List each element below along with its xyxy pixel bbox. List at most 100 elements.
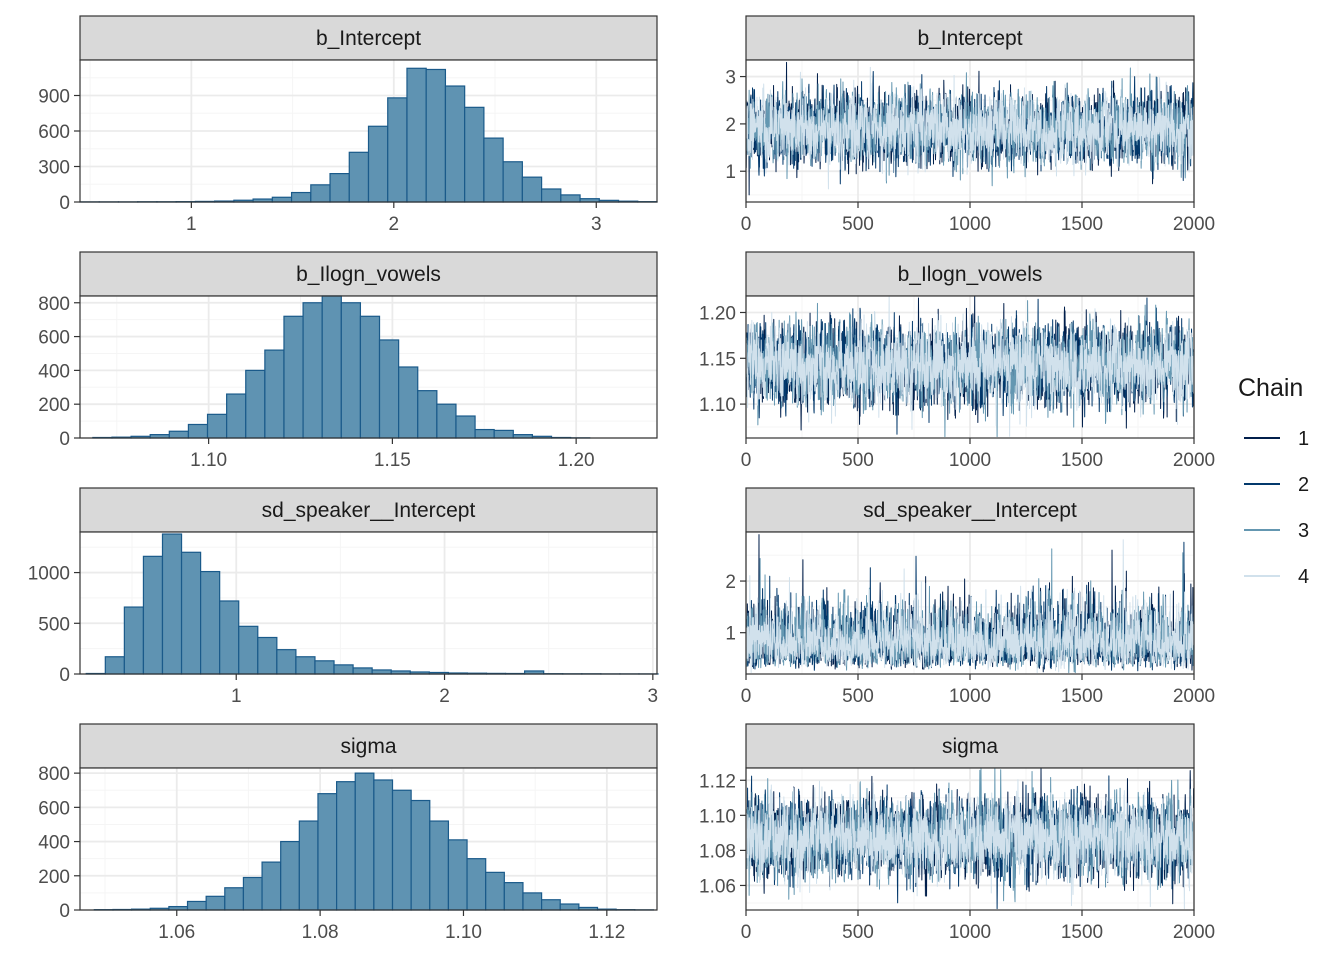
y-tick-label: 800 (38, 764, 70, 785)
histogram-bar (398, 366, 419, 439)
histogram-bar (333, 664, 354, 675)
x-tick-label: 1.12 (588, 922, 625, 943)
histogram-bar (200, 570, 221, 675)
panel-trace-2: b_Ilogn_vowels 1.10 1.15 1.20 0 500 1000 1500 20… (699, 251, 1215, 471)
x-tick-label: 0 (741, 686, 752, 707)
y-tick-label: 1.15 (699, 349, 736, 370)
panel-hist-2: b_Ilogn_vowels 0 200 400 600 800 1.10 1.15 1.20 (38, 251, 658, 471)
strip-background (79, 723, 658, 769)
y-tick-label: 2 (725, 572, 736, 593)
histogram-bar (559, 903, 580, 911)
x-tick-label: 1500 (1061, 922, 1103, 943)
x-tick-label: 500 (842, 922, 874, 943)
trace-line-chain-4 (746, 66, 1194, 190)
panel-trace-3: sd_speaker__Intercept 1 2 0 500 1000 1500 2000 (725, 487, 1215, 707)
x-tick-label: 1.10 (445, 922, 482, 943)
histogram-bar (142, 555, 164, 675)
legend-label: 3 (1298, 520, 1309, 542)
histogram-bar (521, 176, 543, 203)
histogram-bar (321, 295, 342, 439)
x-tick-label: 0 (741, 214, 752, 235)
histogram-bars (85, 533, 659, 675)
histogram-bar (180, 551, 202, 675)
legend-label: 1 (1298, 428, 1309, 450)
x-tick-label: 2000 (1173, 686, 1215, 707)
histogram-bar (466, 858, 487, 911)
y-tick-label: 0 (59, 193, 70, 214)
histogram-bar (302, 302, 323, 439)
histogram-bar (378, 339, 400, 439)
x-tick-label: 1.08 (302, 922, 339, 943)
histogram-bar (280, 840, 300, 911)
histogram-bar (371, 669, 392, 675)
x-tick-label: 2000 (1173, 450, 1215, 471)
x-tick-label: 1.06 (158, 922, 195, 943)
histogram-bar (447, 839, 468, 911)
trace-line-chain-4 (746, 779, 1194, 910)
y-tick-label: 2 (725, 115, 736, 136)
histogram-bar (219, 600, 240, 675)
strip-background (79, 487, 658, 533)
y-tick-label: 600 (38, 328, 70, 349)
y-tick-label: 0 (59, 901, 70, 922)
legend: Chain 1 2 3 4 (1238, 374, 1309, 588)
strip-title: b_Intercept (917, 27, 1022, 50)
histogram-bar (123, 606, 145, 675)
histogram-bar (436, 403, 457, 439)
strip-title: sigma (942, 735, 998, 758)
histogram-bar (238, 625, 259, 675)
histogram-bar (373, 779, 394, 911)
strip-title: sd_speaker__Intercept (863, 499, 1077, 522)
x-tick-label: 2 (439, 686, 450, 707)
x-tick-label: 1 (186, 214, 197, 235)
histogram-bar (502, 161, 523, 203)
panel-border (79, 295, 658, 439)
panel-hist-3: sd_speaker__Intercept 0 500 1000 1 2 3 (28, 487, 659, 707)
histogram-bar (352, 667, 373, 675)
x-tick-label: 0 (741, 922, 752, 943)
histogram-bar (206, 413, 228, 439)
strip-background (745, 15, 1195, 61)
histogram-bar (226, 393, 247, 439)
histogram-bars (93, 772, 655, 911)
x-tick-label: 1500 (1061, 214, 1103, 235)
histogram-bar (336, 781, 356, 911)
trace-line-chain-4 (746, 539, 1194, 674)
histogram-bar (429, 820, 450, 911)
x-tick-label: 1500 (1061, 450, 1103, 471)
legend-label: 4 (1298, 566, 1309, 588)
histogram-bar (425, 68, 447, 203)
trace-lines (746, 768, 1194, 910)
y-tick-label: 1.08 (699, 841, 736, 862)
histogram-bar (317, 793, 338, 911)
strip-title: sigma (340, 735, 396, 758)
x-tick-label: 2000 (1173, 214, 1215, 235)
x-tick-label: 2000 (1173, 922, 1215, 943)
strip-background (745, 251, 1195, 297)
histogram-bar (261, 861, 282, 911)
panel-border (79, 767, 658, 911)
histogram-bar (314, 660, 335, 675)
histogram-bar (224, 887, 245, 911)
histogram-bar (329, 173, 350, 203)
histogram-bar (283, 315, 304, 439)
strip-title: sd_speaker__Intercept (262, 499, 476, 522)
histogram-bar (310, 184, 331, 203)
histogram-bar (367, 125, 389, 203)
y-tick-label: 200 (38, 867, 70, 888)
histogram-bar (410, 799, 431, 911)
panel-hist-1: b_Intercept 0 300 600 900 1 2 3 (38, 15, 658, 235)
y-tick-label: 800 (38, 294, 70, 315)
histogram-bar (340, 302, 362, 439)
y-tick-label: 0 (59, 665, 70, 686)
histogram-bar (503, 882, 524, 911)
x-tick-label: 2 (389, 214, 400, 235)
histogram-bar (161, 533, 183, 675)
histogram-bar (205, 895, 226, 911)
strip-background (79, 251, 658, 297)
histogram-bar (387, 97, 408, 203)
y-tick-label: 0 (59, 429, 70, 450)
x-tick-label: 1000 (949, 450, 991, 471)
y-tick-label: 1.10 (699, 806, 736, 827)
histogram-bar (522, 892, 543, 911)
